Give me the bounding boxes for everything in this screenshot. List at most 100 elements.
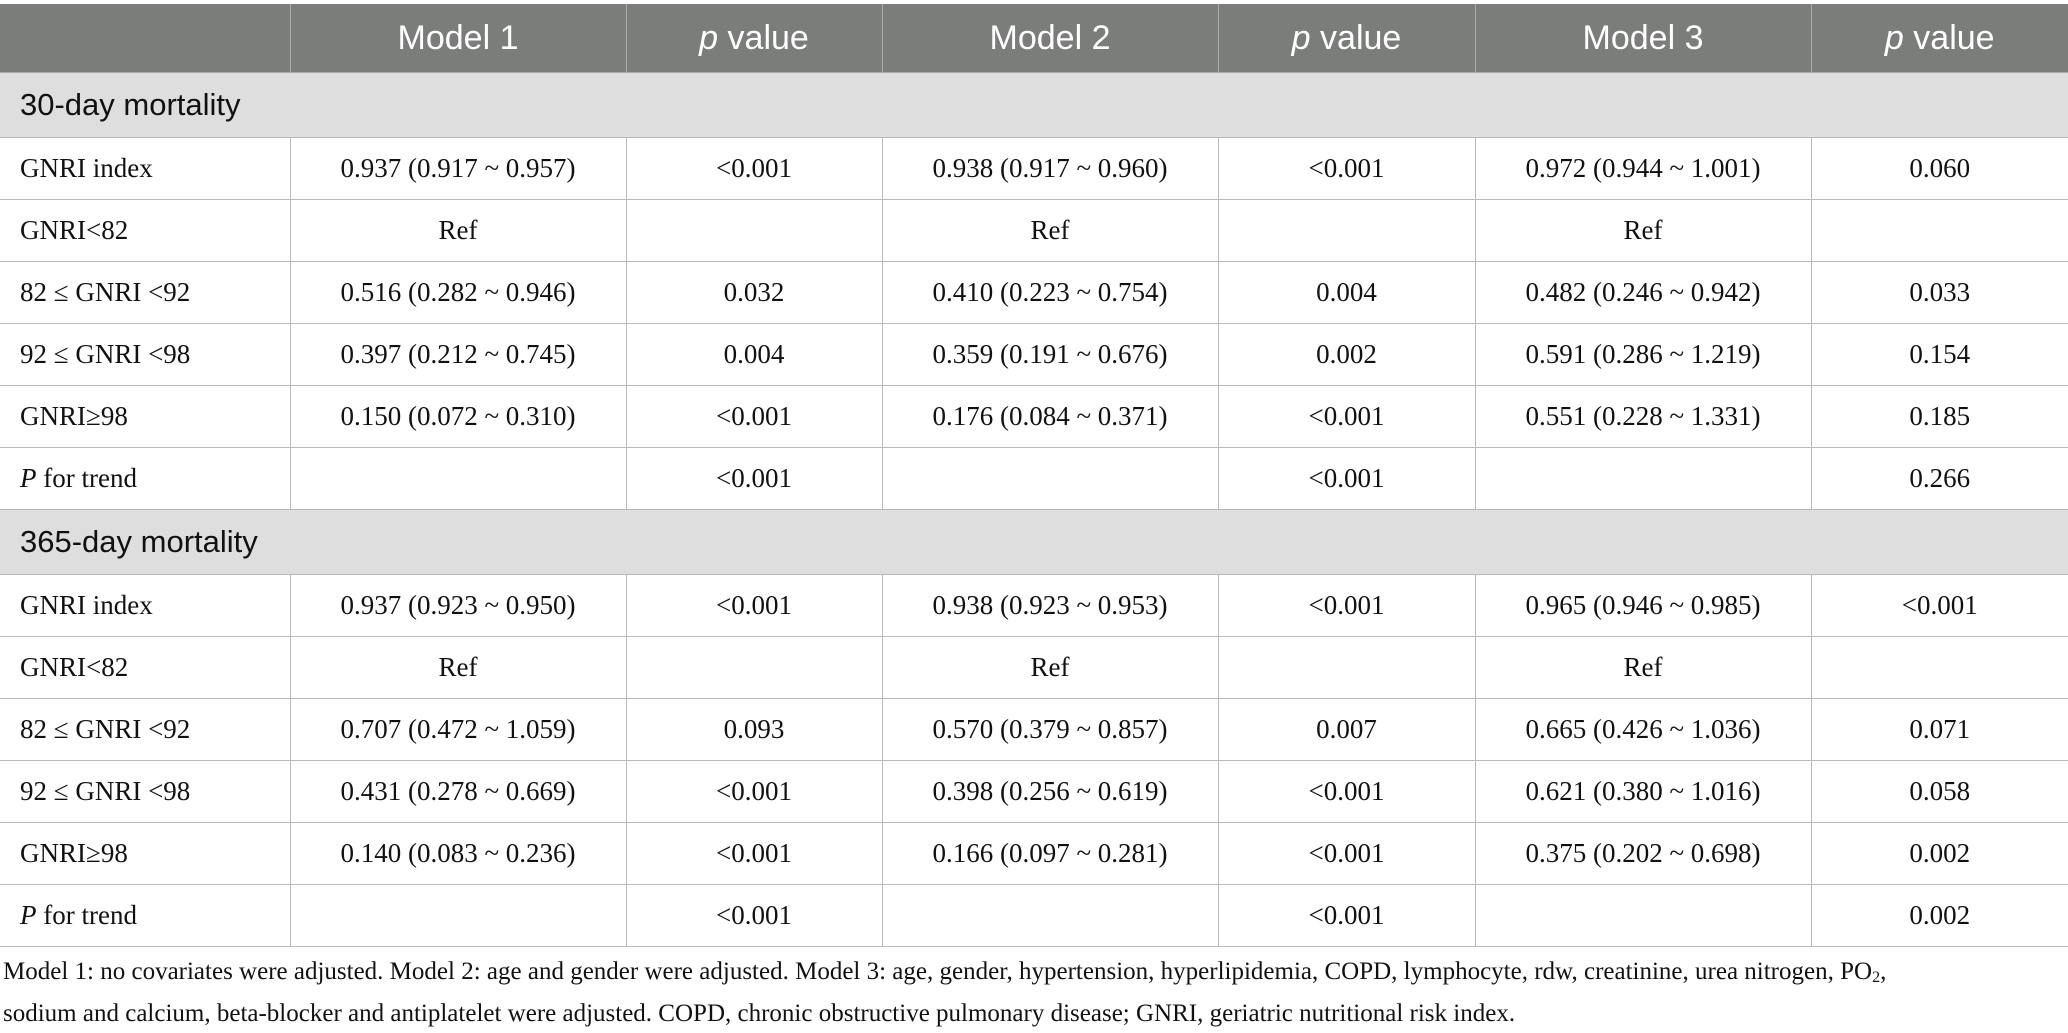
row-label: 82 ≤ GNRI <92 xyxy=(0,261,291,324)
header-p-italic: p xyxy=(699,18,719,57)
table-row: GNRI≥98 0.140 (0.083 ~ 0.236) <0.001 0.166 … xyxy=(0,822,2068,885)
model2-value: 0.359 (0.191 ~ 0.676) xyxy=(881,323,1219,386)
p-value-2: 0.004 xyxy=(1217,261,1476,324)
model2-value: 0.410 (0.223 ~ 0.754) xyxy=(881,261,1219,324)
header-p-rest: value xyxy=(1310,18,1402,57)
table-row: GNRI index 0.937 (0.917 ~ 0.957) <0.001 0.9… xyxy=(0,137,2068,200)
p-value-3: 0.033 xyxy=(1810,261,2068,324)
section-title: 365-day mortality xyxy=(0,509,2068,575)
model1-value xyxy=(289,884,627,947)
row-label: 92 ≤ GNRI <98 xyxy=(0,760,291,823)
p-value-1: <0.001 xyxy=(625,447,883,510)
p-value-3 xyxy=(1810,199,2068,262)
row-label: P for trend xyxy=(0,884,291,947)
row-label: GNRI<82 xyxy=(0,199,291,262)
p-value-3: 0.266 xyxy=(1810,447,2068,510)
p-value-1: <0.001 xyxy=(625,760,883,823)
p-value-3 xyxy=(1810,636,2068,699)
model3-value: 0.482 (0.246 ~ 0.942) xyxy=(1474,261,1812,324)
table-row: GNRI index 0.937 (0.923 ~ 0.950) <0.001 0.9… xyxy=(0,574,2068,637)
model1-value: 0.937 (0.917 ~ 0.957) xyxy=(289,137,627,200)
model2-value: 0.570 (0.379 ~ 0.857) xyxy=(881,698,1219,761)
p-value-3: 0.071 xyxy=(1810,698,2068,761)
p-value-1: <0.001 xyxy=(625,822,883,885)
model1-value: 0.150 (0.072 ~ 0.310) xyxy=(289,385,627,448)
results-table-wrapper: Model 1 p value Model 2 p value Model 3 … xyxy=(0,4,2068,947)
model1-value: Ref xyxy=(289,636,627,699)
row-label-italic: P xyxy=(20,900,37,930)
p-value-1: 0.093 xyxy=(625,698,883,761)
row-label: GNRI index xyxy=(0,137,291,200)
footnote-line-2: sodium and calcium, beta-blocker and ant… xyxy=(3,1000,1516,1027)
header-p-rest: value xyxy=(1903,18,1995,57)
table-body: 30-day mortality GNRI index 0.937 (0.917 ~… xyxy=(0,72,2068,947)
p-value-1 xyxy=(625,199,883,262)
model2-value: 0.398 (0.256 ~ 0.619) xyxy=(881,760,1219,823)
model3-value: 0.965 (0.946 ~ 0.985) xyxy=(1474,574,1812,637)
header-p-value-1: p value xyxy=(626,4,883,73)
model2-value xyxy=(881,884,1219,947)
header-p-rest: value xyxy=(718,18,809,57)
table-row: P for trend <0.001 <0.001 0.002 xyxy=(0,884,2068,947)
row-label: GNRI index xyxy=(0,574,291,637)
model2-value: 0.938 (0.917 ~ 0.960) xyxy=(881,137,1219,200)
table-row: 82 ≤ GNRI <92 0.707 (0.472 ~ 1.059) 0.093 0… xyxy=(0,698,2068,761)
model2-value xyxy=(881,447,1219,510)
model2-value: Ref xyxy=(881,636,1219,699)
model1-value: 0.707 (0.472 ~ 1.059) xyxy=(289,698,627,761)
p-value-2: <0.001 xyxy=(1217,884,1476,947)
model2-value: Ref xyxy=(881,199,1219,262)
p-value-2: <0.001 xyxy=(1217,447,1476,510)
footnote-text-a: Model 1: no covariates were adjusted. Mo… xyxy=(3,958,1873,985)
p-value-3: 0.002 xyxy=(1810,884,2068,947)
p-value-3: 0.058 xyxy=(1810,760,2068,823)
model1-value: 0.397 (0.212 ~ 0.745) xyxy=(289,323,627,386)
p-value-1: <0.001 xyxy=(625,385,883,448)
table-row: 82 ≤ GNRI <92 0.516 (0.282 ~ 0.946) 0.032 0… xyxy=(0,261,2068,324)
p-value-3: 0.154 xyxy=(1810,323,2068,386)
p-value-2: <0.001 xyxy=(1217,574,1476,637)
model3-value: Ref xyxy=(1474,636,1812,699)
header-model3: Model 3 xyxy=(1475,4,1812,73)
p-value-2: <0.001 xyxy=(1217,385,1476,448)
header-p-italic: p xyxy=(1884,18,1904,57)
results-table: Model 1 p value Model 2 p value Model 3 … xyxy=(0,4,2068,947)
model3-value: 0.591 (0.286 ~ 1.219) xyxy=(1474,323,1812,386)
table-footnote: Model 1: no covariates were adjusted. Mo… xyxy=(3,954,2063,1032)
section-title: 30-day mortality xyxy=(0,72,2068,138)
row-label: P for trend xyxy=(0,447,291,510)
table-row: GNRI<82 Ref Ref Ref xyxy=(0,199,2068,262)
footnote-text-b: , xyxy=(1880,958,1887,985)
p-value-2: <0.001 xyxy=(1217,760,1476,823)
table-row: GNRI≥98 0.150 (0.072 ~ 0.310) <0.001 0.176 … xyxy=(0,385,2068,448)
p-value-1: <0.001 xyxy=(625,884,883,947)
row-label: GNRI<82 xyxy=(0,636,291,699)
model3-value: Ref xyxy=(1474,199,1812,262)
table-row: 92 ≤ GNRI <98 0.397 (0.212 ~ 0.745) 0.004 0… xyxy=(0,323,2068,386)
model3-value: 0.665 (0.426 ~ 1.036) xyxy=(1474,698,1812,761)
row-label-rest: for trend xyxy=(36,463,137,493)
section-row: 30-day mortality xyxy=(0,72,2068,138)
header-row: Model 1 p value Model 2 p value Model 3 … xyxy=(0,4,2068,73)
model1-value: 0.516 (0.282 ~ 0.946) xyxy=(289,261,627,324)
p-value-1: <0.001 xyxy=(625,574,883,637)
model1-value: 0.140 (0.083 ~ 0.236) xyxy=(289,822,627,885)
table-row: GNRI<82 Ref Ref Ref xyxy=(0,636,2068,699)
header-p-value-2: p value xyxy=(1218,4,1476,73)
header-p-value-3: p value xyxy=(1811,4,2068,73)
p-value-3: <0.001 xyxy=(1810,574,2068,637)
row-label: 92 ≤ GNRI <98 xyxy=(0,323,291,386)
model3-value: 0.375 (0.202 ~ 0.698) xyxy=(1474,822,1812,885)
p-value-3: 0.002 xyxy=(1810,822,2068,885)
table-row: 92 ≤ GNRI <98 0.431 (0.278 ~ 0.669) <0.001… xyxy=(0,760,2068,823)
model2-value: 0.166 (0.097 ~ 0.281) xyxy=(881,822,1219,885)
p-value-3: 0.185 xyxy=(1810,385,2068,448)
p-value-1 xyxy=(625,636,883,699)
model1-value: 0.937 (0.923 ~ 0.950) xyxy=(289,574,627,637)
p-value-2: <0.001 xyxy=(1217,137,1476,200)
row-label-rest: for trend xyxy=(36,900,137,930)
p-value-1: 0.004 xyxy=(625,323,883,386)
model1-value xyxy=(289,447,627,510)
model1-value: 0.431 (0.278 ~ 0.669) xyxy=(289,760,627,823)
header-model2: Model 2 xyxy=(882,4,1219,73)
